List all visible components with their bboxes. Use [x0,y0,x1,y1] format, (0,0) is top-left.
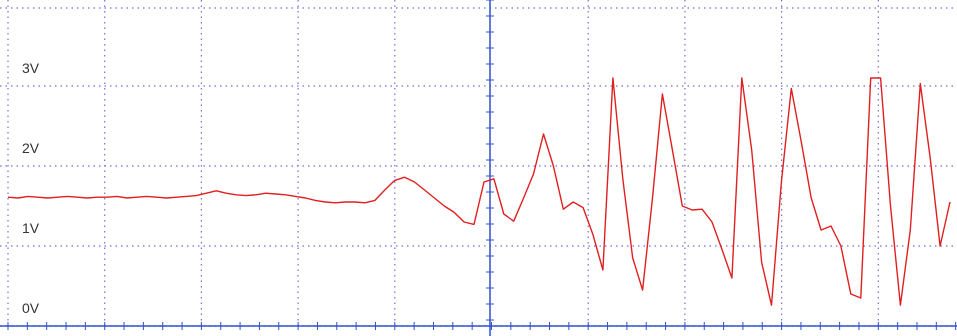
y-tick-label: 3V [22,60,40,76]
signal-trace [7,77,951,306]
y-tick-label: 2V [22,140,40,156]
y-tick-label: 0V [22,300,40,316]
y-tick-label: 1V [22,220,40,236]
